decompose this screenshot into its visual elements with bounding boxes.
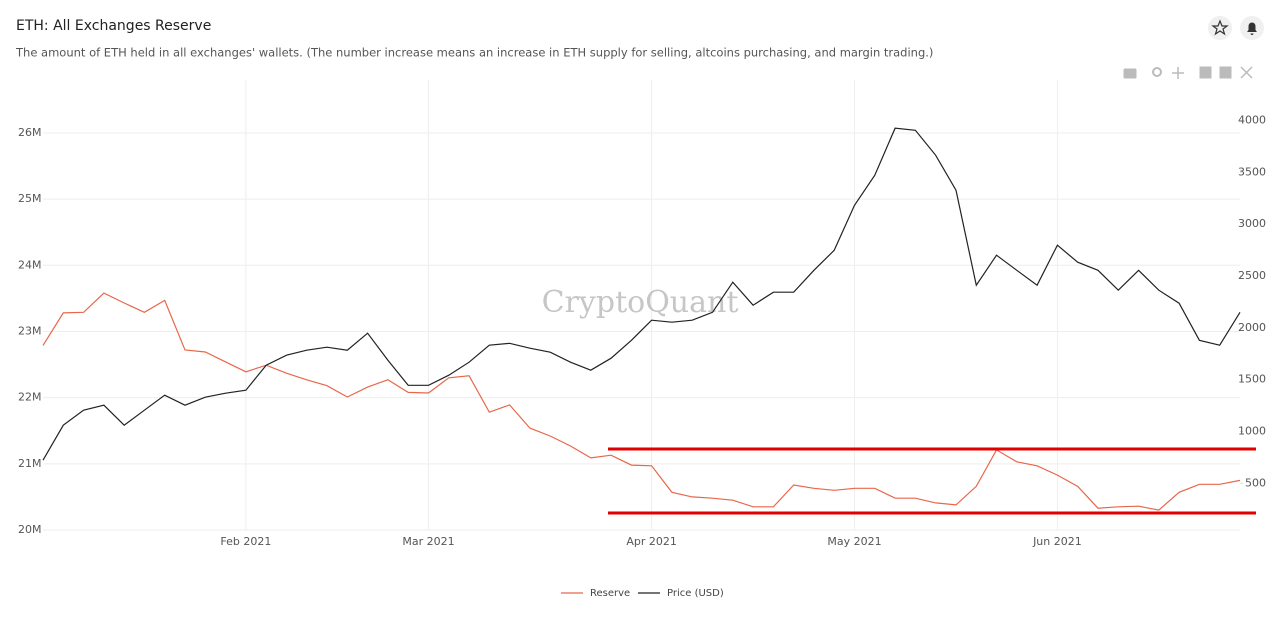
y-tick-label: 20M	[18, 523, 42, 536]
chart-toolbar	[1123, 66, 1253, 79]
legend-label: Reserve	[590, 588, 630, 599]
y2-tick-label: 500	[1245, 476, 1266, 489]
favorite-button[interactable]	[1208, 16, 1232, 40]
x-tick-label: Apr 2021	[626, 535, 677, 548]
y2-tick-label: 3000	[1238, 217, 1266, 230]
y2-tick-label: 2500	[1238, 269, 1266, 282]
chart-title: ETH: All Exchanges Reserve	[16, 18, 211, 34]
series-line	[42, 292, 1241, 511]
alert-button[interactable]	[1240, 16, 1264, 40]
x-tick-label: Mar 2021	[402, 535, 454, 548]
x-tick-label: May 2021	[827, 535, 881, 548]
x-tick-label: Jun 2021	[1032, 535, 1082, 548]
y-tick-label: 22M	[18, 391, 42, 404]
zoom-icon[interactable]	[1152, 67, 1162, 77]
legend-item: Reserve	[561, 588, 630, 599]
pan-icon[interactable]	[1172, 67, 1184, 79]
y2-tick-label: 2000	[1238, 321, 1266, 334]
legend-label: Price (USD)	[667, 588, 724, 599]
legend: Reserve Price (USD)	[561, 588, 724, 599]
series-line	[42, 127, 1241, 461]
camera-icon[interactable]	[1123, 68, 1137, 79]
y2-tick-label: 4000	[1238, 113, 1266, 126]
plot	[42, 127, 1241, 511]
y-tick-label: 21M	[18, 457, 42, 470]
reset-icon[interactable]	[1240, 66, 1253, 79]
y-tick-label: 26M	[18, 126, 42, 139]
watermark: CryptoQuant	[542, 285, 739, 320]
chart-subtitle: The amount of ETH held in all exchanges'…	[15, 46, 933, 60]
x-tick-label: Feb 2021	[220, 535, 271, 548]
zoom-out-icon[interactable]	[1219, 66, 1232, 79]
y2-tick-label: 1500	[1238, 373, 1266, 386]
grid: 20M 21M 22M 23M 24M 25M 26M 500 1000 1500 2000 2500…	[18, 80, 1266, 548]
y-tick-label: 24M	[18, 258, 42, 271]
y-tick-label: 23M	[18, 324, 42, 337]
y-tick-label: 25M	[18, 192, 42, 205]
y2-tick-label: 1000	[1238, 424, 1266, 437]
legend-item: Price (USD)	[638, 588, 724, 599]
zoom-in-icon[interactable]	[1199, 66, 1212, 79]
y2-tick-label: 3500	[1238, 165, 1266, 178]
